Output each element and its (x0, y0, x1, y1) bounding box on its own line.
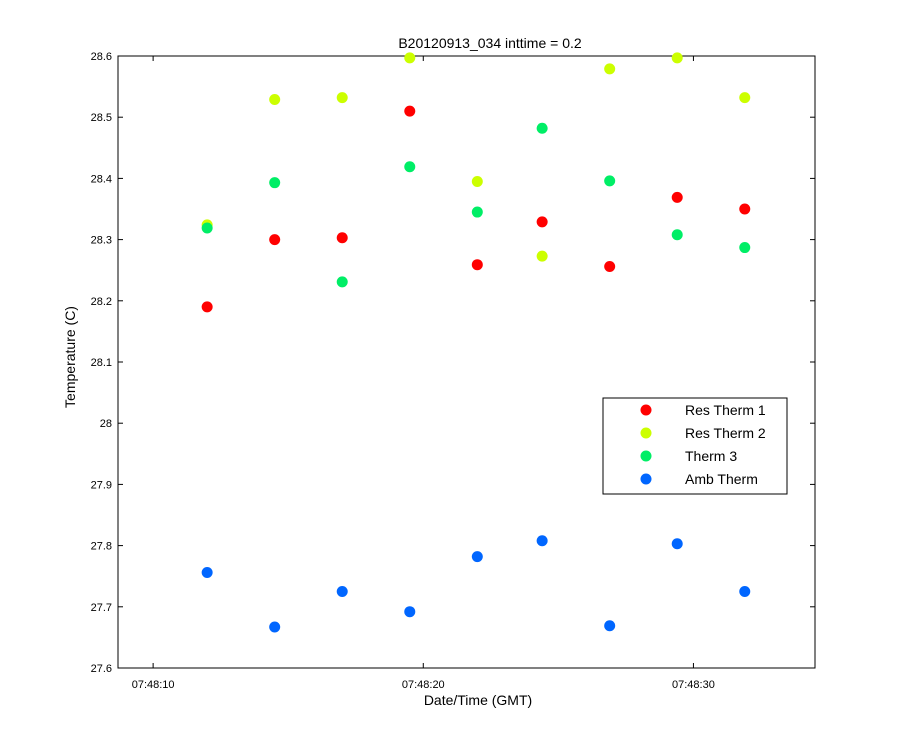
data-point-res-therm-1 (201, 301, 213, 313)
y-tick-label: 28.4 (91, 173, 112, 185)
data-point-therm-3 (336, 276, 348, 288)
data-point-res-therm-1 (471, 259, 483, 271)
data-point-res-therm-2 (404, 52, 416, 64)
data-point-res-therm-1 (404, 105, 416, 117)
data-point-res-therm-1 (536, 216, 548, 228)
data-point-amb-therm (404, 606, 416, 618)
data-points (201, 52, 751, 633)
y-tick-label: 27.6 (91, 663, 112, 675)
data-point-res-therm-2 (269, 93, 281, 105)
data-point-amb-therm (269, 621, 281, 633)
legend-marker (640, 450, 652, 462)
data-point-res-therm-1 (336, 232, 348, 244)
y-tick-label: 28 (100, 418, 112, 430)
data-point-res-therm-2 (671, 52, 683, 64)
data-point-therm-3 (536, 122, 548, 134)
data-point-res-therm-1 (269, 234, 281, 246)
data-point-res-therm-1 (739, 203, 751, 215)
y-tick-label: 28.6 (91, 51, 112, 63)
data-point-amb-therm (536, 535, 548, 547)
legend-label: Therm 3 (685, 448, 737, 464)
data-point-therm-3 (671, 229, 683, 241)
x-axis: 07:48:10 07:48:20 07:48:30 (132, 56, 715, 691)
data-point-amb-therm (604, 620, 616, 632)
x-tick-label: 07:48:10 (132, 679, 175, 691)
data-point-amb-therm (739, 586, 751, 597)
chart-title: B20120913_034 inttime = 0.2 (398, 35, 582, 51)
legend-label: Amb Therm (685, 471, 758, 487)
data-point-res-therm-2 (536, 250, 548, 262)
y-tick-label: 27.8 (91, 541, 112, 553)
legend-label: Res Therm 2 (685, 425, 766, 441)
legend: Res Therm 1 Res Therm 2 Therm 3 Amb Therm (602, 397, 788, 495)
data-point-res-therm-2 (336, 92, 348, 104)
x-axis-label: Date/Time (GMT) (424, 692, 532, 708)
data-point-therm-3 (471, 206, 483, 218)
y-axis: 27.6 27.7 27.8 27.9 28 28.1 28.2 28.3 28.4 28.5 28… (91, 51, 815, 675)
legend-box (602, 397, 788, 495)
data-point-amb-therm (471, 551, 483, 563)
legend-marker (640, 404, 652, 416)
y-tick-label: 28.1 (91, 357, 112, 369)
y-tick-label: 27.7 (91, 602, 112, 614)
data-point-therm-3 (269, 177, 281, 189)
data-point-res-therm-2 (739, 92, 751, 104)
x-tick-label: 07:48:30 (672, 679, 715, 691)
y-axis-label: Temperature (C) (62, 306, 78, 408)
y-tick-label: 27.9 (91, 479, 112, 491)
data-point-res-therm-2 (604, 63, 616, 75)
y-tick-label: 28.3 (91, 235, 112, 247)
data-point-res-therm-1 (671, 191, 683, 203)
data-point-res-therm-1 (604, 261, 616, 273)
data-point-amb-therm (201, 567, 213, 579)
x-tick-label: 07:48:20 (402, 679, 445, 691)
data-point-therm-3 (739, 242, 751, 254)
y-tick-label: 28.5 (91, 112, 112, 124)
data-point-therm-3 (604, 175, 616, 187)
data-point-amb-therm (671, 538, 683, 550)
legend-label: Res Therm 1 (685, 402, 766, 418)
legend-marker (640, 427, 652, 439)
y-tick-label: 28.2 (91, 296, 112, 308)
plot-area (117, 55, 816, 669)
data-point-amb-therm (336, 586, 348, 597)
data-point-therm-3 (201, 222, 213, 234)
legend-marker (640, 473, 652, 485)
data-point-therm-3 (404, 161, 416, 173)
data-point-res-therm-2 (471, 175, 483, 187)
